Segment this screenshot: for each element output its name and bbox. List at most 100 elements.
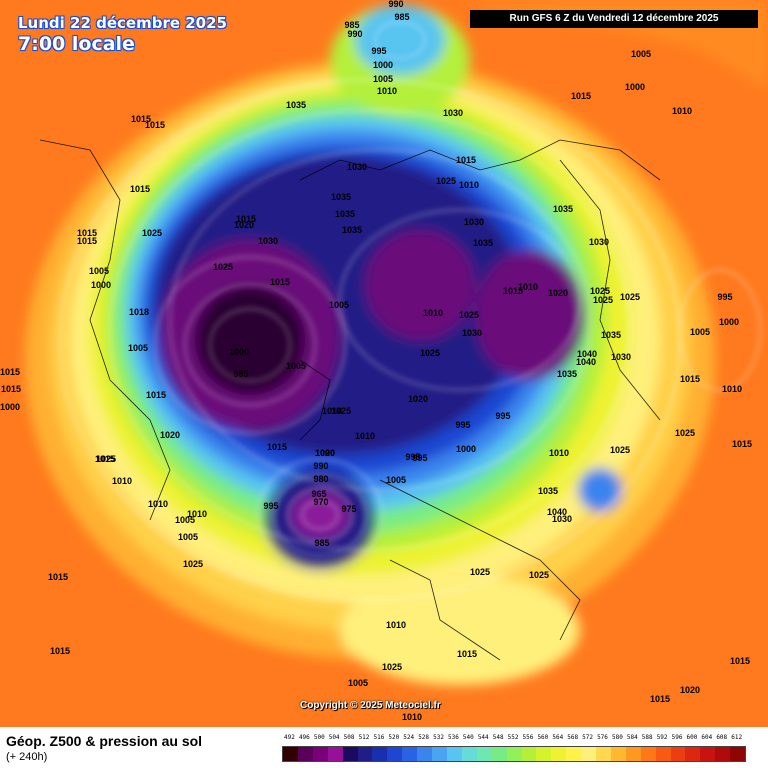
pressure-label: 1025 (470, 567, 490, 577)
pressure-label: 995 (412, 453, 427, 463)
pressure-label: 1010 (148, 499, 168, 509)
pressure-label: 995 (717, 292, 732, 302)
lead-time-label: (+ 240h) (6, 751, 48, 763)
pressure-label: 975 (341, 504, 356, 514)
pressure-label: 1025 (183, 559, 203, 569)
pressure-label: 1015 (130, 184, 150, 194)
legend-swatch (581, 747, 597, 761)
pressure-label: 1015 (146, 390, 166, 400)
pressure-label: 995 (233, 369, 248, 379)
legend-swatch (715, 747, 731, 761)
legend-tick-labels: 492 496 500 504 508 512 516 520 524 528 532 536 540 5… (282, 734, 744, 744)
pressure-label: 1000 (91, 280, 111, 290)
pressure-label: 1030 (589, 237, 609, 247)
pressure-label: 1005 (631, 49, 651, 59)
legend-label: 560 (537, 734, 549, 741)
pressure-label: 1015 (0, 367, 20, 377)
pressure-label: 995 (371, 46, 386, 56)
pressure-label: 1025 (436, 176, 456, 186)
pressure-label: 1020 (160, 430, 180, 440)
pressure-label: 1030 (611, 352, 631, 362)
pressure-label: 1025 (382, 662, 402, 672)
pressure-label: 990 (313, 461, 328, 471)
pressure-label: 1035 (601, 330, 621, 340)
legend-swatch (402, 747, 418, 761)
pressure-label: 1000 (625, 82, 645, 92)
pressure-label: 995 (263, 501, 278, 511)
pressure-label: 970 (313, 497, 328, 507)
legend-label: 528 (418, 734, 430, 741)
pressure-label: 995 (405, 452, 420, 462)
pressure-label: 1015 (131, 114, 151, 124)
legend-swatch (551, 747, 567, 761)
pressure-label: 1040 (547, 507, 567, 517)
pressure-label: 1035 (473, 238, 493, 248)
coastlines (39, 139, 661, 661)
pressure-label: 1020 (680, 685, 700, 695)
pressure-label: 985 (314, 538, 329, 548)
pressure-label: 1005 (329, 300, 349, 310)
color-legend-bar (282, 746, 746, 762)
pressure-label: 1020 (548, 288, 568, 298)
legend-label: 564 (552, 734, 564, 741)
pressure-label: 965 (311, 489, 326, 499)
legend-label: 568 (567, 734, 579, 741)
legend-label: 604 (701, 734, 713, 741)
legend-label: 608 (716, 734, 728, 741)
legend-label: 496 (298, 734, 310, 741)
legend-swatch (596, 747, 611, 761)
legend-label: 504 (328, 734, 340, 741)
legend-swatch (312, 747, 328, 761)
pressure-label: 1010 (322, 406, 342, 416)
legend-swatch (625, 747, 641, 761)
legend-label: 588 (641, 734, 653, 741)
pressure-label: 1015 (456, 155, 476, 165)
pressure-label: 1015 (48, 572, 68, 582)
pressure-label: 1010 (386, 620, 406, 630)
legend-label: 524 (403, 734, 415, 741)
pressure-label: 1040 (577, 349, 597, 359)
pressure-label: 1025 (459, 310, 479, 320)
pressure-label: 1010 (459, 180, 479, 190)
pressure-label: 1025 (610, 445, 630, 455)
pressure-label: 1010 (187, 509, 207, 519)
legend-swatch (461, 747, 477, 761)
pressure-label: 1005 (348, 678, 368, 688)
pressure-label: 1035 (286, 100, 306, 110)
pressure-label: 1025 (590, 286, 610, 296)
legend-swatch (730, 747, 746, 761)
legend-swatch (387, 747, 403, 761)
pressure-label: 1025 (675, 428, 695, 438)
pressure-label: 1015 (571, 91, 591, 101)
legend-swatch (506, 747, 522, 761)
legend-swatch (640, 747, 656, 761)
legend-label: 544 (477, 734, 489, 741)
pressure-label: 1000 (0, 402, 20, 412)
legend-label: 600 (686, 734, 698, 741)
pressure-label: 1005 (178, 532, 198, 542)
pressure-label: 1025 (529, 570, 549, 580)
legend-label: 516 (373, 734, 385, 741)
legend-label: 576 (597, 734, 608, 741)
pressure-label: 1010 (423, 308, 443, 318)
pressure-label: 990 (388, 0, 403, 9)
pressure-label: 1030 (552, 514, 572, 524)
legend-swatch (446, 747, 462, 761)
pressure-label: 1005 (386, 475, 406, 485)
pressure-label: 1005 (373, 74, 393, 84)
pressure-label: 1000 (719, 317, 739, 327)
pressure-label: 1015 (95, 454, 115, 464)
pressure-label: 985 (394, 12, 409, 22)
pressure-label-layer: 990 985 985 990 995 1000 1005 1010 1005 1000 1015 1… (0, 0, 752, 722)
pressure-label: 1025 (331, 406, 351, 416)
pressure-label: 1025 (213, 262, 233, 272)
pressure-label: 995 (495, 411, 510, 421)
legend-label: 540 (462, 734, 474, 741)
legend-label: 552 (507, 734, 519, 741)
legend-label: 548 (492, 734, 504, 741)
legend-swatch (566, 747, 582, 761)
pressure-label: 1020 (234, 220, 254, 230)
pressure-label: 1015 (732, 439, 752, 449)
pressure-label: 1010 (722, 384, 742, 394)
